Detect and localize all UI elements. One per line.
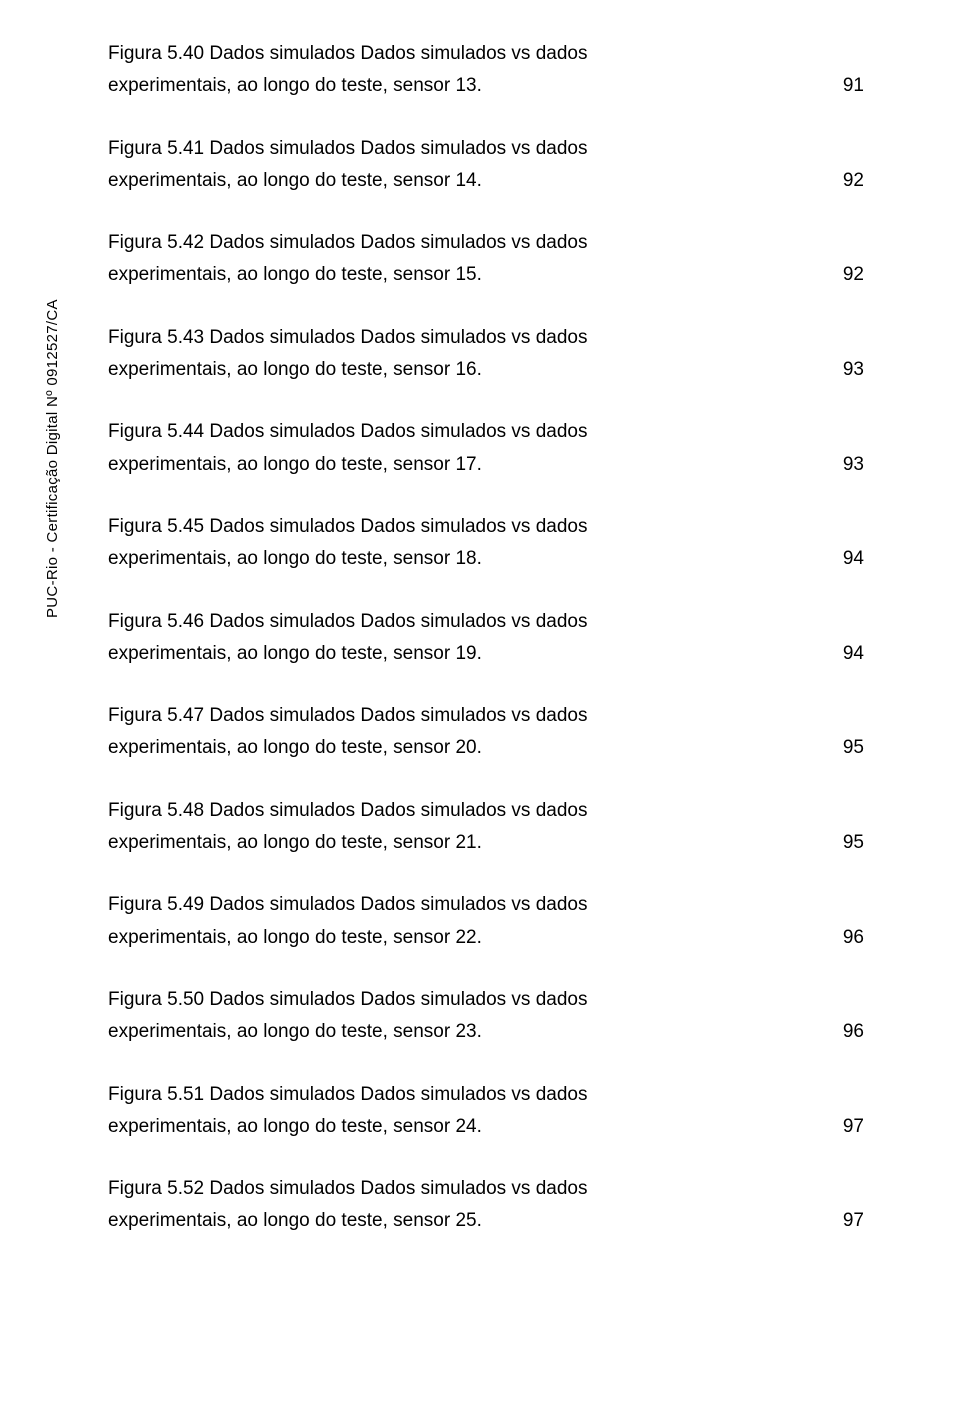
toc-page-number: 97	[831, 1205, 864, 1237]
toc-entry-line2: experimentais, ao longo do teste, sensor…	[108, 638, 482, 670]
toc-entry-line1: Figura 5.40 Dados simulados Dados simula…	[108, 38, 864, 70]
toc-entry: Figura 5.48 Dados simulados Dados simula…	[108, 795, 864, 860]
toc-entry-line1: Figura 5.47 Dados simulados Dados simula…	[108, 700, 864, 732]
toc-entry-line2: experimentais, ao longo do teste, sensor…	[108, 1016, 482, 1048]
certification-sidebar: PUC-Rio - Certificação Digital Nº 091252…	[44, 299, 61, 618]
toc-entry: Figura 5.43 Dados simulados Dados simula…	[108, 322, 864, 387]
toc-entry: Figura 5.52 Dados simulados Dados simula…	[108, 1173, 864, 1238]
toc-entry-line2: experimentais, ao longo do teste, sensor…	[108, 1205, 482, 1237]
toc-entry-line1: Figura 5.50 Dados simulados Dados simula…	[108, 984, 864, 1016]
toc-page-number: 97	[831, 1111, 864, 1143]
toc-entry-line2: experimentais, ao longo do teste, sensor…	[108, 922, 482, 954]
toc-entry-line2: experimentais, ao longo do teste, sensor…	[108, 259, 482, 291]
toc-entry: Figura 5.42 Dados simulados Dados simula…	[108, 227, 864, 292]
toc-entry-line1: Figura 5.42 Dados simulados Dados simula…	[108, 227, 864, 259]
toc-page-number: 93	[831, 354, 864, 386]
toc-page-number: 95	[831, 732, 864, 764]
toc-entry-line2: experimentais, ao longo do teste, sensor…	[108, 543, 482, 575]
toc-entry: Figura 5.49 Dados simulados Dados simula…	[108, 889, 864, 954]
toc-page-number: 92	[831, 259, 864, 291]
toc-entry-line2: experimentais, ao longo do teste, sensor…	[108, 449, 482, 481]
toc-entry-line2: experimentais, ao longo do teste, sensor…	[108, 165, 482, 197]
toc-page-number: 93	[831, 449, 864, 481]
toc-page-number: 95	[831, 827, 864, 859]
toc-entry: Figura 5.45 Dados simulados Dados simula…	[108, 511, 864, 576]
toc-page-number: 96	[831, 1016, 864, 1048]
toc-entry-line2: experimentais, ao longo do teste, sensor…	[108, 1111, 482, 1143]
toc-entry-line1: Figura 5.46 Dados simulados Dados simula…	[108, 606, 864, 638]
toc-entry-line1: Figura 5.41 Dados simulados Dados simula…	[108, 133, 864, 165]
toc-entry-line2: experimentais, ao longo do teste, sensor…	[108, 354, 482, 386]
toc-entry-line1: Figura 5.45 Dados simulados Dados simula…	[108, 511, 864, 543]
toc-entry-line1: Figura 5.44 Dados simulados Dados simula…	[108, 416, 864, 448]
page-content: Figura 5.40 Dados simulados Dados simula…	[0, 0, 960, 1238]
toc-entry: Figura 5.51 Dados simulados Dados simula…	[108, 1079, 864, 1144]
toc-page-number: 96	[831, 922, 864, 954]
toc-entry: Figura 5.44 Dados simulados Dados simula…	[108, 416, 864, 481]
toc-entry: Figura 5.40 Dados simulados Dados simula…	[108, 38, 864, 103]
toc-entry-line2: experimentais, ao longo do teste, sensor…	[108, 70, 482, 102]
toc-page-number: 92	[831, 165, 864, 197]
toc-entry-line1: Figura 5.48 Dados simulados Dados simula…	[108, 795, 864, 827]
toc-entry-line1: Figura 5.43 Dados simulados Dados simula…	[108, 322, 864, 354]
toc-entry-line1: Figura 5.52 Dados simulados Dados simula…	[108, 1173, 864, 1205]
toc-page-number: 91	[831, 70, 864, 102]
toc-entry-line1: Figura 5.49 Dados simulados Dados simula…	[108, 889, 864, 921]
toc-entry: Figura 5.41 Dados simulados Dados simula…	[108, 133, 864, 198]
toc-entry: Figura 5.47 Dados simulados Dados simula…	[108, 700, 864, 765]
toc-entry-line2: experimentais, ao longo do teste, sensor…	[108, 827, 482, 859]
toc-entry-line1: Figura 5.51 Dados simulados Dados simula…	[108, 1079, 864, 1111]
toc-entry: Figura 5.50 Dados simulados Dados simula…	[108, 984, 864, 1049]
toc-entry-line2: experimentais, ao longo do teste, sensor…	[108, 732, 482, 764]
toc-entry: Figura 5.46 Dados simulados Dados simula…	[108, 606, 864, 671]
toc-page-number: 94	[831, 638, 864, 670]
toc-page-number: 94	[831, 543, 864, 575]
